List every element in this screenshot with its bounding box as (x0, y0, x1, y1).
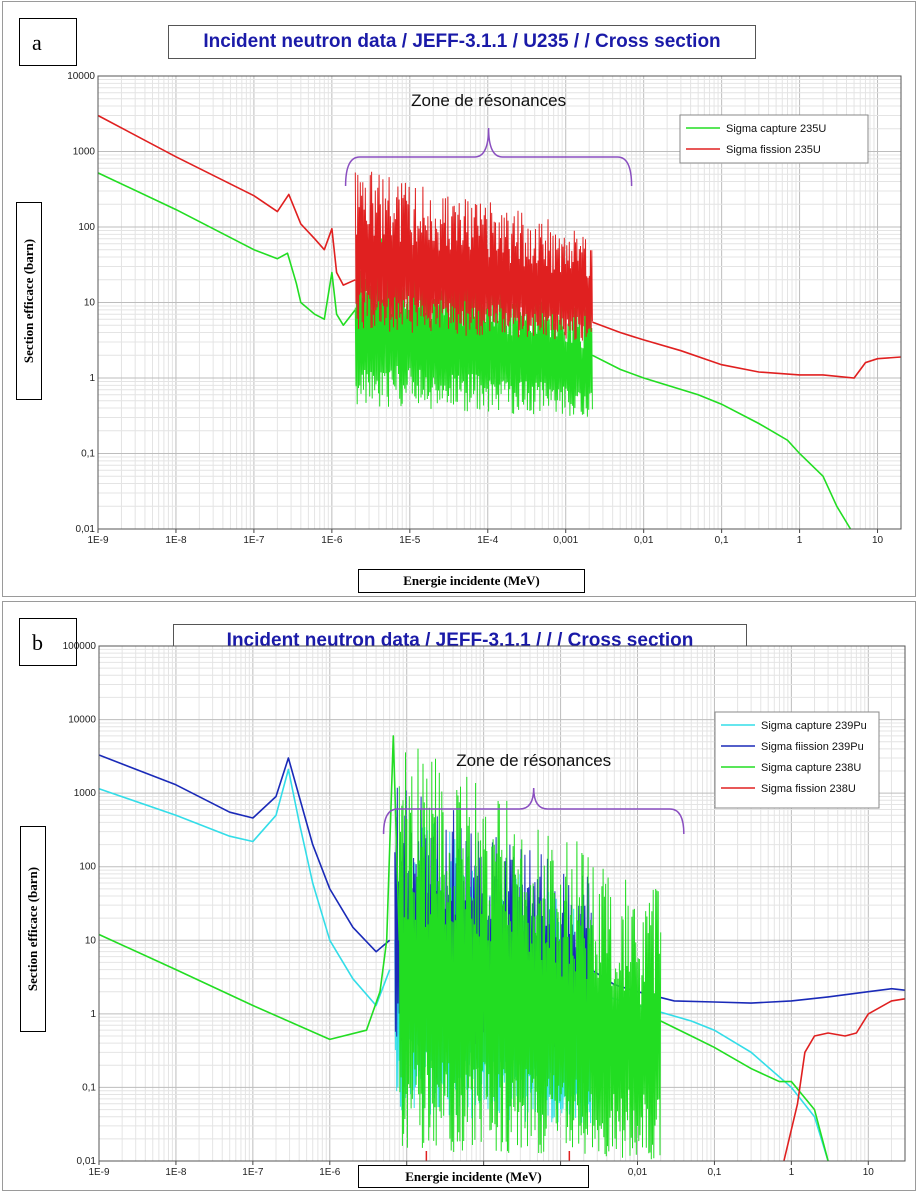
x-axis-label: Energie incidente (MeV) (358, 1165, 589, 1188)
annotation-label: Zone de résonances (456, 751, 611, 770)
y-tick-label: 100 (79, 862, 96, 873)
y-tick-label: 10 (84, 298, 96, 309)
resonance-trace (354, 171, 593, 341)
panel-b: b Incident neutron data / JEFF-3.1.1 / /… (2, 601, 916, 1191)
y-tick-label: 100 (78, 222, 95, 233)
x-tick-label: 1E-7 (242, 1167, 264, 1178)
series-line (98, 754, 391, 953)
y-axis-label-text: Section efficace (barn) (21, 238, 36, 364)
legend: Sigma capture 235U Sigma fission 235U (679, 114, 869, 164)
panel-letter: a (19, 18, 77, 66)
x-tick-label: 0,01 (634, 535, 654, 546)
y-tick-label: 1000 (74, 788, 97, 799)
annotation-brace (344, 127, 633, 187)
x-tick-label: 10 (863, 1167, 875, 1178)
axes-frame (98, 645, 906, 1162)
y-tick-label: 1 (90, 1009, 96, 1020)
series-line (98, 735, 401, 1041)
y-tick-label: 100000 (63, 641, 97, 652)
series-line (98, 768, 391, 1007)
series-2 (97, 114, 902, 379)
legend-label: Sigma fission 235U (726, 144, 821, 156)
y-tick-label: 0,01 (76, 524, 96, 535)
legend: Sigma capture 239Pu Sigma fiission 239Pu S… (714, 711, 880, 809)
y-axis-label: Section efficace (barn) (20, 826, 46, 1032)
panel-a: a Incident neutron data / JEFF-3.1.1 / U… (2, 1, 916, 597)
y-tick-label: 10000 (68, 715, 96, 726)
y-tick-label: 0,01 (77, 1156, 97, 1167)
x-tick-label: 0,1 (715, 535, 729, 546)
x-tick-label: 0,1 (707, 1167, 721, 1178)
y-tick-label: 10 (85, 935, 97, 946)
legend-box (679, 114, 869, 164)
y-axis-label: Section efficace (barn) (16, 202, 42, 400)
y-tick-label: 1 (89, 373, 95, 384)
x-tick-label: 1E-9 (88, 1167, 110, 1178)
y-axis-label-text: Section efficace (barn) (25, 866, 40, 992)
x-tick-label: 1E-9 (87, 535, 109, 546)
x-tick-label: 0,01 (628, 1167, 648, 1178)
x-tick-label: 1E-5 (399, 535, 421, 546)
legend-label: Sigma capture 238U (761, 762, 861, 774)
legend-box (714, 711, 880, 809)
y-tick-label: 0,1 (81, 449, 95, 460)
axes-frame (97, 75, 902, 530)
x-tick-label: 1E-8 (165, 535, 187, 546)
x-tick-label: 1 (797, 535, 803, 546)
x-tick-label: 10 (872, 535, 884, 546)
legend-label: Sigma fission 238U (761, 783, 856, 795)
x-tick-label: 1E-4 (477, 535, 499, 546)
legend-label: Sigma capture 239Pu (761, 720, 867, 732)
annotation-brace (382, 787, 685, 835)
series-4 (425, 998, 906, 1162)
series-tail (592, 354, 852, 530)
x-axis-label: Energie incidente (MeV) (358, 569, 585, 593)
series-tail (660, 1020, 829, 1162)
x-tick-label: 1E-7 (243, 535, 265, 546)
y-tick-label: 1000 (73, 147, 96, 158)
y-tick-label: 0,1 (82, 1082, 96, 1093)
x-tick-label: 1 (789, 1167, 795, 1178)
legend-label: Sigma capture 235U (726, 123, 826, 135)
y-tick-label: 10000 (67, 71, 95, 82)
series-1 (97, 172, 852, 530)
x-tick-label: 0,001 (553, 535, 578, 546)
chart-plot: 1E-91E-81E-71E-61E-51E-40,0010,010,11100… (63, 641, 906, 1178)
series-line (97, 172, 356, 327)
x-tick-label: 1E-6 (319, 1167, 341, 1178)
series-line (97, 114, 356, 286)
legend-label: Sigma fiission 239Pu (761, 741, 864, 753)
annotation-label: Zone de résonances (411, 91, 566, 110)
x-tick-label: 1E-6 (321, 535, 343, 546)
series-tail (592, 321, 902, 379)
series-line (783, 998, 906, 1162)
panel-letter: b (19, 618, 77, 666)
chart-title: Incident neutron data / JEFF-3.1.1 / U23… (168, 25, 756, 59)
resonance-trace (354, 235, 593, 417)
x-tick-label: 1E-8 (165, 1167, 187, 1178)
